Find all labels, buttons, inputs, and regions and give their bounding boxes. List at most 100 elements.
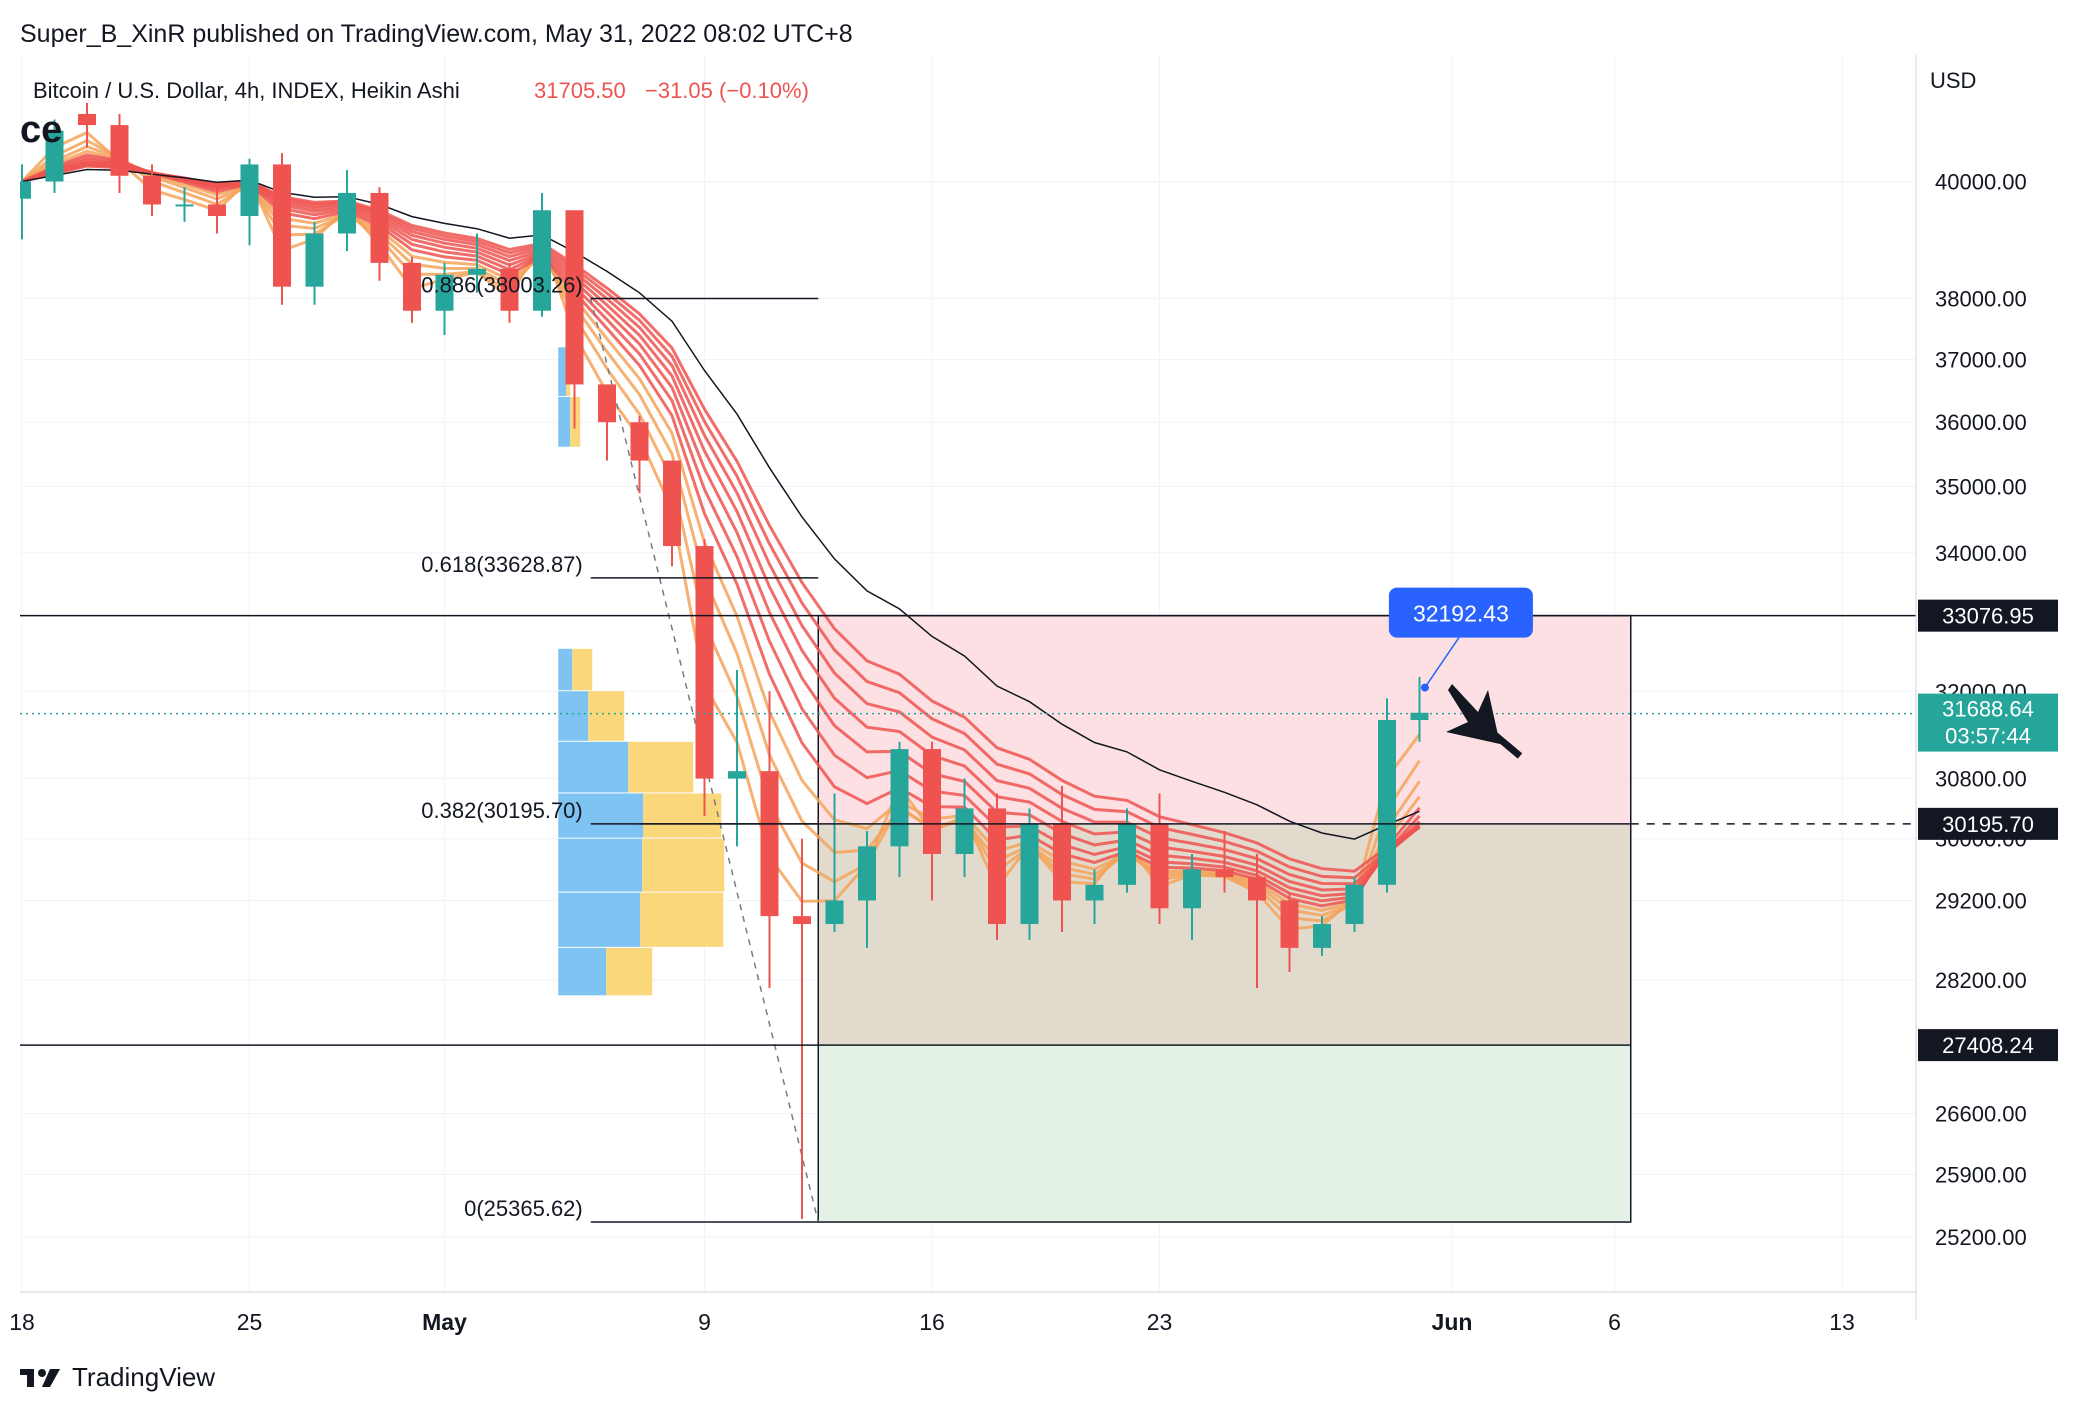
- volume-profile-bar: [606, 947, 653, 996]
- fib-level-label: 0.886(38003.26): [421, 272, 582, 297]
- volume-profile-bar: [642, 838, 725, 892]
- arrow-annotation-shaft: [1467, 711, 1523, 759]
- callout-label: 32192.43: [1413, 601, 1509, 627]
- price-tick-label: 25200.00: [1935, 1225, 2027, 1250]
- volume-profile-bar: [558, 947, 607, 996]
- candle-body: [1183, 869, 1201, 909]
- candle-body: [468, 268, 486, 275]
- candle-body: [1378, 719, 1396, 885]
- candle-body: [565, 210, 584, 385]
- time-tick-label: 6: [1608, 1309, 1621, 1335]
- candle-body: [533, 210, 551, 311]
- candle-body: [728, 771, 746, 779]
- price-badge: [1918, 807, 2058, 840]
- volume-profile-bar: [643, 793, 722, 838]
- price-tick-label: 30800.00: [1935, 767, 2027, 792]
- candle-body: [1248, 877, 1266, 901]
- candle-body: [435, 274, 454, 311]
- candle-body: [695, 546, 714, 779]
- axis-layer: USD 40000.00 38000.00 37000.00 36000.00 35000…: [9, 55, 2058, 1335]
- volume-profile-bar: [558, 347, 567, 396]
- footer-brand: TradingView: [72, 1362, 216, 1392]
- candle-body: [273, 164, 291, 287]
- time-tick-label: Jun: [1432, 1309, 1473, 1335]
- candle-body: [858, 846, 876, 901]
- current-price-label: 31688.64: [1942, 697, 2034, 722]
- legend-symbol: Bitcoin / U.S. Dollar, 4h, INDEX, Heikin…: [33, 78, 460, 103]
- price-badge: [1918, 1029, 2058, 1062]
- candle-body: [20, 181, 31, 199]
- time-tick-label: 18: [9, 1309, 35, 1335]
- price-tick-label: 26600.00: [1935, 1101, 2027, 1126]
- candle-body: [78, 113, 96, 126]
- plot-layer: [20, 102, 1916, 1223]
- candle-body: [403, 262, 421, 311]
- loss-zone: [818, 1045, 1631, 1223]
- price-axis-unit: USD: [1930, 68, 1976, 93]
- volume-profile-bar: [640, 892, 724, 947]
- time-tick-label: 13: [1829, 1309, 1855, 1335]
- candle-body: [1118, 823, 1136, 885]
- fib-trend-line: [590, 298, 819, 1223]
- volume-profile-bar: [558, 741, 629, 793]
- price-tick-label: 28200.00: [1935, 968, 2027, 993]
- candle-body: [240, 164, 259, 217]
- candle-body: [598, 384, 616, 423]
- price-tick-label: 36000.00: [1935, 410, 2027, 435]
- time-tick-label: 9: [698, 1309, 711, 1335]
- candle-body: [988, 808, 1006, 925]
- legend-fragment: ce: [20, 109, 62, 151]
- candle-body: [1053, 823, 1071, 901]
- volume-profile-bar: [558, 838, 643, 892]
- footer: TradingView: [20, 1362, 215, 1393]
- volume-profile-bar: [558, 691, 589, 741]
- candle-body: [825, 900, 844, 925]
- time-tick-label: 25: [237, 1309, 263, 1335]
- candle-body: [923, 749, 941, 854]
- fib-level-label: 0.618(33628.87): [421, 552, 582, 577]
- time-tick-label: 16: [919, 1309, 945, 1335]
- candle-body: [793, 916, 811, 925]
- price-badge: [1918, 599, 2058, 632]
- legend-price: 31705.50: [534, 78, 626, 103]
- volume-profile-bar: [558, 396, 571, 447]
- candle-body: [1345, 884, 1364, 925]
- price-badge-label: 27408.24: [1942, 1033, 2034, 1058]
- candle-body: [110, 125, 129, 176]
- candle-body: [955, 808, 974, 854]
- price-badge-label: 33076.95: [1942, 604, 2034, 629]
- legend-change: −31.05 (−0.10%): [645, 78, 809, 103]
- candle-body: [1150, 823, 1169, 909]
- volume-profile-bar: [558, 648, 573, 691]
- candle-body: [760, 771, 779, 917]
- volume-profile-bar: [588, 691, 625, 741]
- volume-profile-bar: [628, 741, 694, 793]
- price-badge-label: 30195.70: [1942, 812, 2034, 837]
- candle-body: [1215, 869, 1234, 878]
- price-tick-label: 25900.00: [1935, 1162, 2027, 1187]
- candle-body: [1085, 884, 1104, 901]
- fib-level-label: 0(25365.62): [464, 1196, 583, 1221]
- candle-body: [338, 192, 356, 234]
- price-tick-label: 38000.00: [1935, 287, 2027, 312]
- candle-body: [208, 204, 226, 217]
- callout-box: [1388, 587, 1533, 638]
- candle-body: [1280, 900, 1299, 948]
- price-tick-label: 35000.00: [1935, 475, 2027, 500]
- price-tick-label: 29200.00: [1935, 888, 2027, 913]
- candle-body: [890, 749, 909, 847]
- candle-body: [45, 130, 64, 182]
- price-tick-label: 34000.00: [1935, 541, 2027, 566]
- candle-body: [1410, 712, 1429, 720]
- candle-body: [500, 268, 519, 311]
- publish-header: Super_B_XinR published on TradingView.co…: [20, 20, 853, 48]
- time-tick-label: May: [422, 1309, 467, 1335]
- candle-body: [175, 204, 194, 207]
- candle-body: [1313, 924, 1331, 948]
- callout-connector: [1424, 637, 1460, 688]
- profit-zone: [818, 615, 1631, 824]
- candle-body: [630, 422, 649, 461]
- tradingview-logo-icon: [20, 1368, 60, 1387]
- current-price-countdown: 03:57:44: [1945, 724, 2031, 749]
